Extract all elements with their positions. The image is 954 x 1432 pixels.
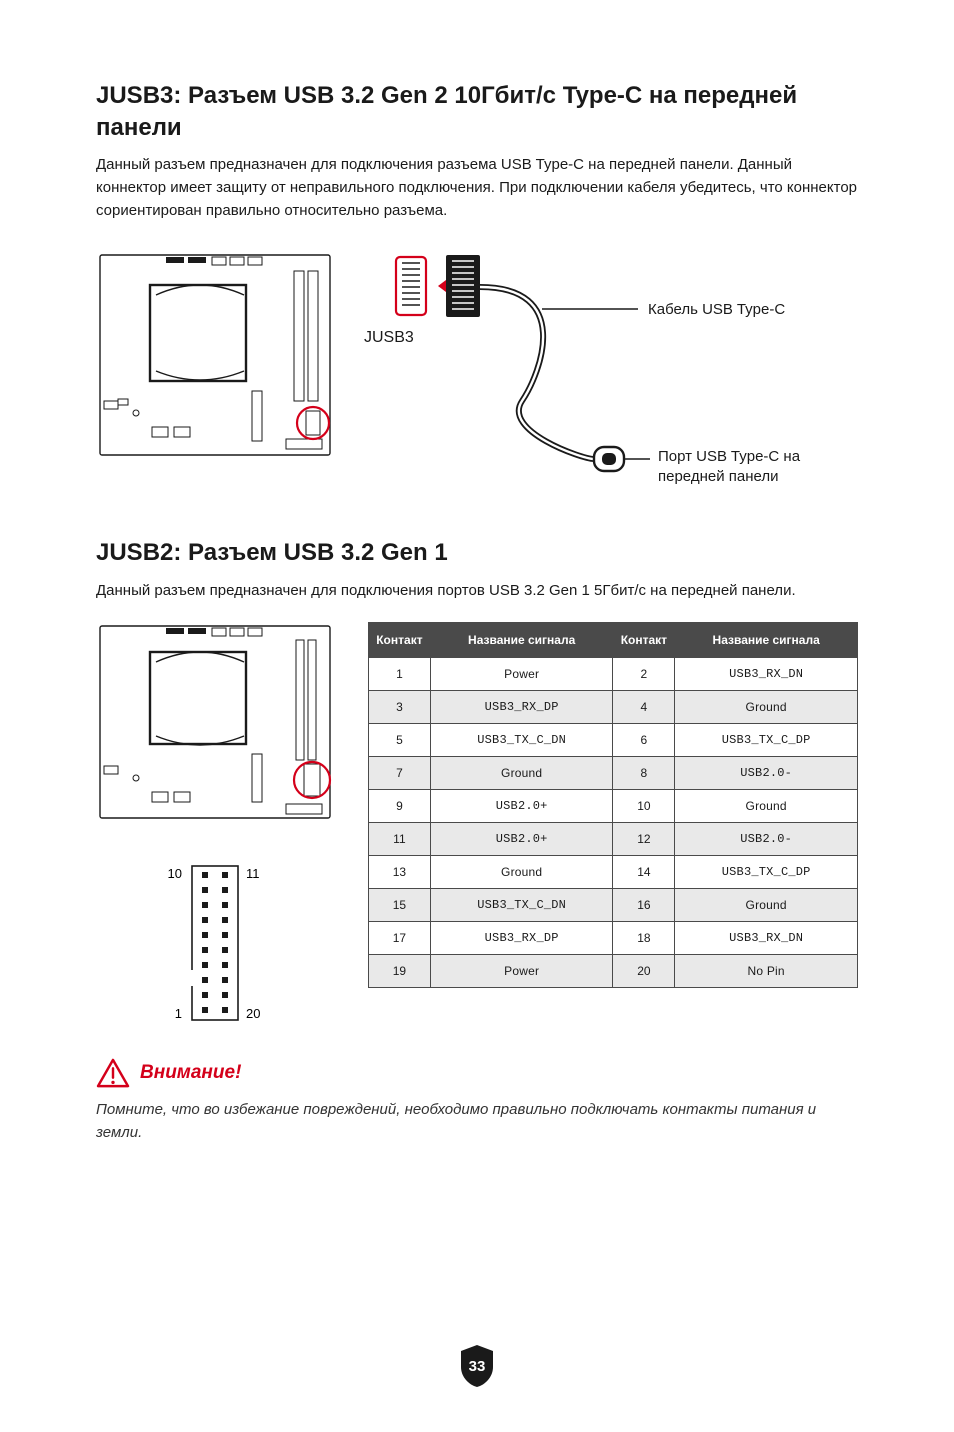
th-sig-b: Название сигнала xyxy=(675,623,858,658)
table-row: 7Ground8USB2.0- xyxy=(369,757,858,790)
th-pin-b: Контакт xyxy=(613,623,675,658)
cable-diagram: JUSB3 Кабель USB Type-C Порт USB Type-C … xyxy=(362,251,858,501)
signal-cell: USB3_TX_C_DP xyxy=(675,856,858,889)
pin-cell: 7 xyxy=(369,757,431,790)
table-row: 17USB3_RX_DP18USB3_RX_DN xyxy=(369,922,858,955)
signal-cell: USB3_TX_C_DN xyxy=(430,889,613,922)
table-row: 9USB2.0+10Ground xyxy=(369,790,858,823)
signal-cell: Ground xyxy=(430,856,613,889)
pin-cell: 3 xyxy=(369,691,431,724)
table-row: 13Ground14USB3_TX_C_DP xyxy=(369,856,858,889)
pin-cell: 13 xyxy=(369,856,431,889)
warning-icon xyxy=(96,1058,130,1088)
pin-cell: 5 xyxy=(369,724,431,757)
section1-body: Данный разъем предназначен для подключен… xyxy=(96,153,858,223)
table-row: 15USB3_TX_C_DN16Ground xyxy=(369,889,858,922)
pin-cell: 8 xyxy=(613,757,675,790)
pin-header-diagram: 10 11 1 20 xyxy=(150,858,280,1028)
signal-cell: USB2.0+ xyxy=(430,823,613,856)
pin-cell: 12 xyxy=(613,823,675,856)
signal-cell: USB3_RX_DN xyxy=(675,658,858,691)
section1-title: JUSB3: Разъем USB 3.2 Gen 2 10Гбит/с Typ… xyxy=(96,80,858,145)
pin-label-br: 20 xyxy=(246,1006,260,1021)
pin-cell: 4 xyxy=(613,691,675,724)
signal-cell: Ground xyxy=(675,691,858,724)
pin-cell: 16 xyxy=(613,889,675,922)
pinout-table: Контакт Название сигнала Контакт Названи… xyxy=(368,622,858,988)
table-row: 3USB3_RX_DP4Ground xyxy=(369,691,858,724)
signal-cell: USB3_TX_C_DP xyxy=(675,724,858,757)
table-row: 19Power20No Pin xyxy=(369,955,858,988)
pin-cell: 14 xyxy=(613,856,675,889)
pin-cell: 2 xyxy=(613,658,675,691)
pin-cell: 19 xyxy=(369,955,431,988)
motherboard-diagram-jusb3 xyxy=(96,251,334,461)
signal-cell: USB3_RX_DP xyxy=(430,691,613,724)
signal-cell: Ground xyxy=(430,757,613,790)
signal-cell: Ground xyxy=(675,790,858,823)
page: JUSB3: Разъем USB 3.2 Gen 2 10Гбит/с Typ… xyxy=(0,0,954,1432)
attention-body: Помните, что во избежание повреждений, н… xyxy=(96,1098,858,1145)
pin-cell: 6 xyxy=(613,724,675,757)
page-number: 33 xyxy=(469,1358,486,1375)
page-number-badge: 33 xyxy=(457,1343,497,1394)
pin-label-tr: 11 xyxy=(246,866,260,881)
motherboard-diagram-jusb2 xyxy=(96,622,334,822)
signal-cell: USB3_RX_DN xyxy=(675,922,858,955)
signal-cell: Power xyxy=(430,955,613,988)
pin-cell: 20 xyxy=(613,955,675,988)
port-label-line1: Порт USB Type-C на xyxy=(658,448,800,465)
pin-label-bl: 1 xyxy=(175,1006,182,1021)
table-header-row: Контакт Название сигнала Контакт Названи… xyxy=(369,623,858,658)
table-row: 11USB2.0+12USB2.0- xyxy=(369,823,858,856)
pin-cell: 17 xyxy=(369,922,431,955)
cable-label: Кабель USB Type-C xyxy=(648,300,785,320)
pin-cell: 10 xyxy=(613,790,675,823)
signal-cell: USB3_RX_DP xyxy=(430,922,613,955)
section2: JUSB2: Разъем USB 3.2 Gen 1 Данный разъе… xyxy=(96,537,858,1029)
pin-cell: 15 xyxy=(369,889,431,922)
pin-cell: 9 xyxy=(369,790,431,823)
signal-cell: Ground xyxy=(675,889,858,922)
port-label-line2: передней панели xyxy=(658,468,778,485)
signal-cell: USB3_TX_C_DN xyxy=(430,724,613,757)
section2-title: JUSB2: Разъем USB 3.2 Gen 1 xyxy=(96,537,858,569)
th-pin-a: Контакт xyxy=(369,623,431,658)
signal-cell: No Pin xyxy=(675,955,858,988)
attention-box: Внимание! Помните, что во избежание повр… xyxy=(96,1058,858,1145)
signal-cell: USB2.0- xyxy=(675,823,858,856)
pin-cell: 1 xyxy=(369,658,431,691)
signal-cell: USB2.0- xyxy=(675,757,858,790)
jusb3-diagram: JUSB3 Кабель USB Type-C Порт USB Type-C … xyxy=(96,251,858,501)
jusb3-label: JUSB3 xyxy=(364,327,414,349)
pin-cell: 18 xyxy=(613,922,675,955)
signal-cell: Power xyxy=(430,658,613,691)
th-sig-a: Название сигнала xyxy=(430,623,613,658)
table-row: 1Power2USB3_RX_DN xyxy=(369,658,858,691)
pin-cell: 11 xyxy=(369,823,431,856)
signal-cell: USB2.0+ xyxy=(430,790,613,823)
pin-label-tl: 10 xyxy=(168,866,182,881)
section2-body: Данный разъем предназначен для подключен… xyxy=(96,579,858,602)
table-row: 5USB3_TX_C_DN6USB3_TX_C_DP xyxy=(369,724,858,757)
attention-title: Внимание! xyxy=(140,1062,241,1084)
